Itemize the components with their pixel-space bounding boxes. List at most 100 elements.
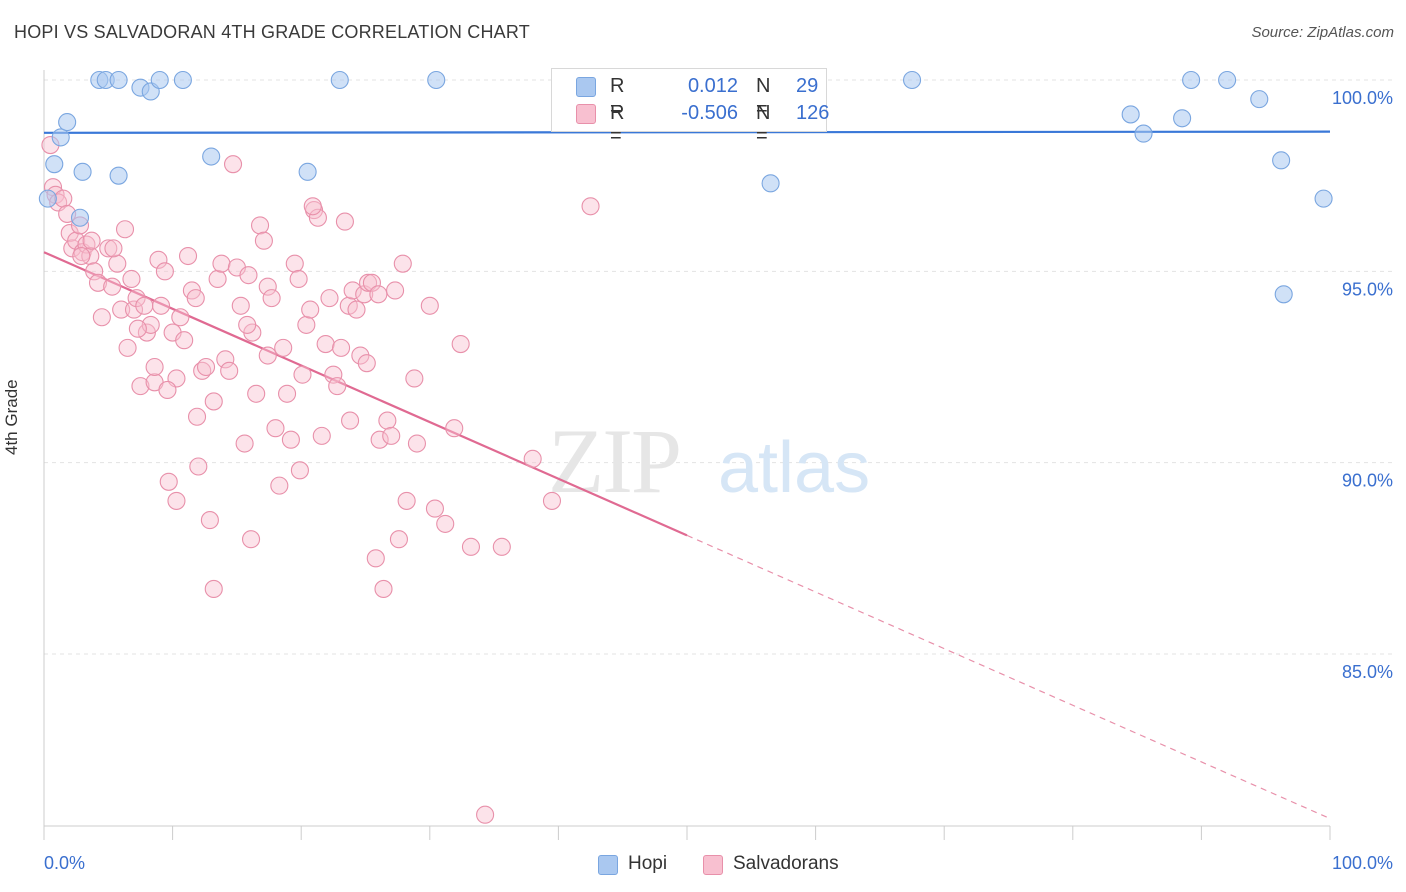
salvadoran-point: [289, 269, 308, 289]
salvadoran-point: [241, 530, 261, 549]
salvadoran-point: [231, 296, 250, 315]
salvadoran-point: [189, 457, 208, 476]
salvadoran-point: [405, 369, 424, 388]
legend-n-value: 126: [796, 102, 830, 124]
bottom-legend-swatch-salvadorans: [703, 855, 723, 875]
hopi-point: [38, 189, 57, 208]
salvadoran-point: [85, 262, 104, 281]
salvadoran-point: [347, 300, 366, 319]
salvadoran-point: [420, 296, 439, 315]
hopi-point: [427, 70, 446, 90]
salvadoran-point: [370, 430, 389, 449]
salvadoran-point: [303, 197, 322, 216]
salvadoran-point: [278, 384, 297, 403]
salvadoran-point: [301, 300, 320, 319]
hopi-point: [202, 147, 221, 166]
salvadoran-point: [212, 254, 231, 273]
salvadoran-point: [407, 434, 426, 453]
y-tick-label: 95.0%: [1342, 279, 1393, 299]
salvadoran-point: [118, 338, 137, 357]
salvadoran-point: [238, 315, 257, 334]
salvadoran-point: [366, 549, 385, 568]
hopi-point: [761, 174, 780, 193]
salvadoran-point: [320, 289, 339, 308]
salvadoran-point: [266, 419, 285, 438]
bottom-legend-swatch-hopi: [598, 855, 618, 875]
salvadoran-point: [82, 231, 101, 250]
legend-r-label: R =: [610, 75, 625, 120]
salvadoran-point: [285, 254, 304, 273]
trend-line-hopi: [43, 130, 1331, 134]
hopi-point: [902, 70, 922, 90]
salvadoran-point: [436, 514, 455, 533]
salvadoran-point: [389, 530, 408, 549]
salvadoran-point: [247, 384, 266, 403]
legend-swatch-salvadorans: [576, 104, 596, 124]
hopi-point: [1272, 151, 1291, 170]
salvadoran-point: [239, 266, 258, 285]
y-tick-label: 85.0%: [1342, 662, 1393, 682]
salvadoran-point: [293, 365, 312, 384]
axes: [43, 70, 1331, 840]
salvadoran-point: [274, 338, 293, 357]
salvadoran-point: [378, 411, 397, 430]
salvadoran-point: [187, 407, 207, 426]
legend-n-value: 29: [796, 75, 819, 97]
salvadoran-point: [262, 289, 281, 308]
x-tick-label-right: 100.0%: [1332, 853, 1393, 873]
salvadoran-point: [312, 426, 331, 445]
salvadoran-point: [324, 365, 343, 384]
salvadoran-point: [131, 377, 150, 396]
salvadoran-point: [127, 289, 146, 308]
x-tick-label-left: 0.0%: [44, 853, 85, 873]
trend-line-salvadorans-extension: [686, 534, 1331, 820]
salvadoran-point: [316, 334, 335, 354]
salvadoran-point: [308, 208, 327, 227]
hopi-point: [1121, 105, 1140, 124]
hopi-point: [330, 70, 349, 90]
salvadoran-point: [425, 499, 444, 518]
legend-n-label: N =: [756, 102, 771, 147]
hopi-point: [298, 162, 317, 181]
salvadoran-point: [167, 491, 186, 510]
chart-title: HOPI VS SALVADORAN 4TH GRADE CORRELATION…: [14, 22, 530, 42]
salvadoran-point: [258, 346, 277, 365]
data-points: [38, 70, 1333, 824]
salvadoran-point: [223, 155, 243, 174]
hopi-point: [1182, 70, 1201, 90]
salvadoran-point: [145, 357, 164, 377]
legend-r-label: R =: [610, 102, 625, 147]
salvadoran-point: [60, 224, 79, 243]
legend-r-value: -0.506: [681, 102, 738, 124]
salvadoran-point: [523, 449, 542, 468]
legend-n-label: N =: [756, 75, 771, 120]
hopi-point: [1314, 189, 1333, 208]
salvadoran-point: [104, 239, 123, 258]
salvadoran-point: [258, 277, 277, 296]
y-tick-label: 100.0%: [1332, 88, 1393, 108]
salvadoran-point: [220, 361, 239, 380]
salvadoran-point: [159, 472, 178, 491]
salvadoran-point: [397, 491, 416, 510]
tick-labels: 100.0% 95.0% 90.0% 85.0% 0.0% 100.0%: [44, 88, 1393, 873]
hopi-point: [51, 128, 70, 147]
salvadoran-point: [149, 250, 168, 269]
hopi-point: [1274, 285, 1293, 304]
hopi-point: [1250, 90, 1269, 109]
salvadoran-point: [362, 273, 381, 292]
salvadoran-point: [542, 491, 562, 510]
legend-swatch-hopi: [576, 77, 596, 97]
salvadoran-point: [208, 269, 227, 289]
salvadoran-point: [386, 281, 405, 300]
hopi-point: [109, 166, 128, 185]
salvadoran-point: [99, 239, 118, 258]
salvadoran-point: [359, 273, 378, 292]
hopi-point: [1134, 124, 1153, 143]
correlation-legend: R = 0.012 N = 29 R = -0.506 N = 126: [551, 68, 830, 147]
salvadoran-point: [135, 296, 154, 315]
hopi-point: [109, 70, 128, 90]
hopi-point: [45, 155, 64, 174]
salvadoran-point: [178, 246, 198, 266]
salvadoran-point: [343, 281, 362, 300]
